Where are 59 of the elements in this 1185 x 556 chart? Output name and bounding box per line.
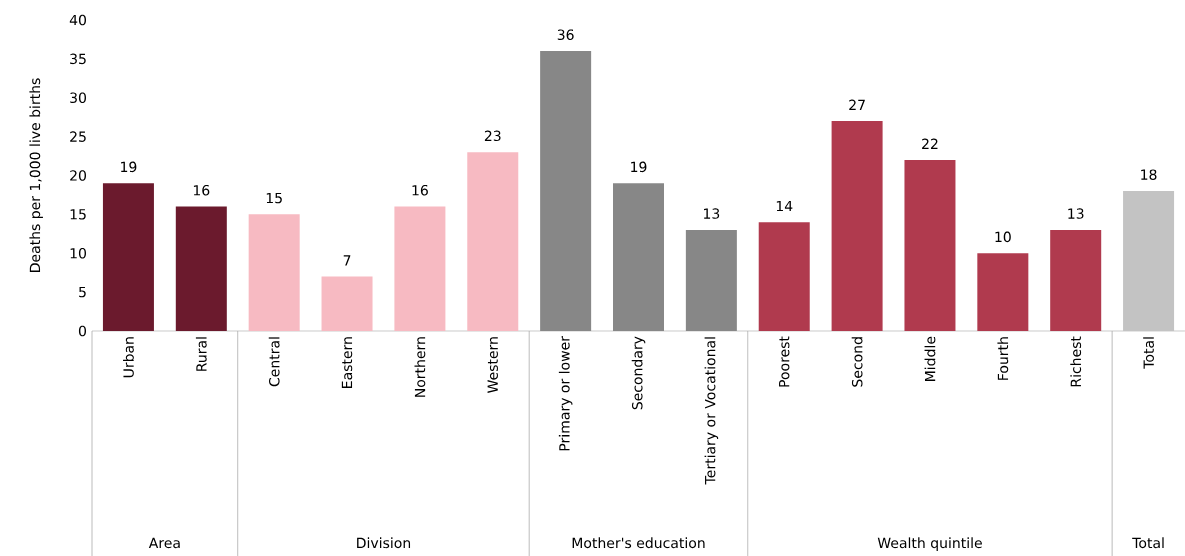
- x-tick-label: Eastern: [341, 337, 353, 388]
- bar: [467, 152, 519, 331]
- bar: [540, 51, 592, 331]
- data-label: 23: [484, 130, 501, 142]
- data-label: 13: [704, 208, 720, 219]
- y-axis-title: Deaths per 1,000 live births: [29, 78, 43, 272]
- data-label: 7: [343, 255, 351, 266]
- bar: [904, 159, 956, 331]
- bar: [977, 253, 1029, 331]
- bar: [685, 229, 737, 331]
- data-label: 18: [1141, 169, 1157, 180]
- data-label: 14: [776, 200, 793, 212]
- x-tick-label: Total: [1143, 337, 1154, 369]
- x-tick-label: Urban: [123, 337, 134, 378]
- x-tick-label: Western: [487, 337, 498, 393]
- data-label: 19: [121, 161, 137, 173]
- data-label: 27: [849, 99, 865, 110]
- x-tick-label: Central: [268, 337, 280, 387]
- data-label: 16: [412, 184, 428, 196]
- bar: [394, 206, 446, 331]
- y-tick-label: 15: [70, 209, 86, 220]
- bar: [613, 183, 665, 331]
- text: Area: [148, 537, 180, 549]
- bar: [175, 206, 227, 331]
- x-tick-label: Tertiary or Vocational: [704, 337, 719, 485]
- text: Total: [1132, 537, 1164, 549]
- y-tick-label: 25: [70, 131, 86, 142]
- x-tick-label: Middle: [924, 336, 936, 381]
- data-label: 15: [266, 192, 282, 204]
- data-label: 36: [557, 29, 574, 41]
- x-tick-label: Poorest: [779, 336, 790, 387]
- x-tick-label: Second: [851, 337, 863, 387]
- y-tick-label: 40: [69, 14, 86, 26]
- y-tick-label: 0: [78, 325, 86, 337]
- data-label: 19: [631, 161, 647, 173]
- y-tick-label: 10: [70, 247, 86, 259]
- bar: [102, 183, 154, 331]
- y-tick-label: 30: [70, 92, 86, 104]
- data-label: 13: [1068, 208, 1084, 219]
- data-label: 16: [193, 184, 210, 196]
- text: Division: [357, 537, 411, 549]
- text: Mother's education: [572, 537, 705, 549]
- y-tick-label: 35: [70, 53, 86, 65]
- x-tick-label: Secondary: [631, 336, 646, 410]
- text: Wealth quintile: [877, 537, 982, 551]
- x-tick-label: Richest: [1070, 336, 1082, 387]
- data-label: 10: [995, 231, 1011, 243]
- bar: [248, 214, 300, 331]
- bar: [831, 121, 883, 331]
- bar: [321, 276, 373, 331]
- x-tick-label: Primary or lower: [558, 336, 573, 451]
- y-tick-label: 5: [79, 286, 86, 298]
- y-tick-label: 20: [70, 170, 86, 181]
- x-tick-label: Fourth: [997, 337, 1009, 380]
- data-label: 22: [922, 138, 938, 149]
- bar: [758, 222, 810, 331]
- bar: [1050, 229, 1102, 331]
- x-tick-label: Northern: [414, 337, 426, 397]
- x-tick-label: Rural: [195, 337, 207, 371]
